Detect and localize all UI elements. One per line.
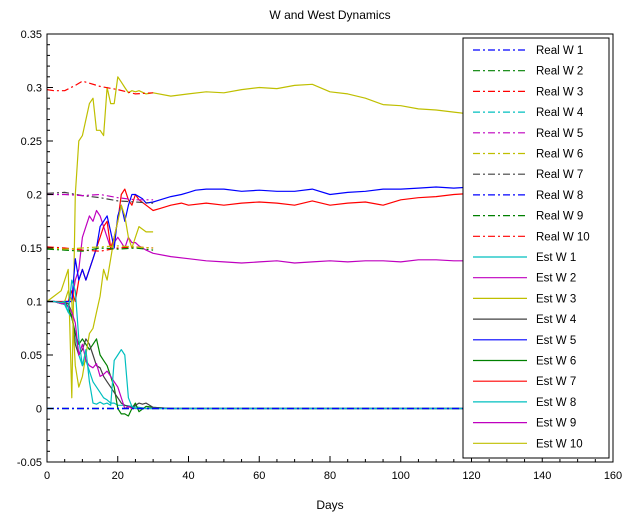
chart-title: W and West Dynamics [269,8,390,22]
x-tick-label: 60 [253,470,265,482]
series-line-est-w-2 [47,300,472,410]
y-tick-label: 0 [36,404,42,416]
legend-label: Est W 10 [536,438,583,450]
series-line-real-w-7 [46,191,154,204]
legend-label: Est W 3 [536,293,576,305]
y-tick-label: 0.1 [27,297,42,309]
legend-label: Est W 6 [536,356,576,368]
x-tick-label: 160 [604,470,622,482]
legend-label: Est W 5 [536,335,576,347]
legend-label: Real W 7 [536,169,583,181]
series-line-est-w-1 [47,279,472,410]
series-line-real-w-6 [46,245,154,250]
legend-label: Real W 2 [536,66,583,78]
legend-box [462,37,610,459]
x-axis-label: Days [316,498,343,512]
legend-label: Est W 9 [536,418,576,430]
series-line-est-w-6 [47,300,472,417]
series-line-est-w-4 [47,300,472,410]
legend-label: Real W 4 [536,107,584,119]
x-tick-label: 140 [533,470,551,482]
series-line-est-w-9 [47,209,472,304]
legend-label: Real W 9 [536,211,583,223]
plot-lines [46,76,472,417]
x-tick-label: 20 [112,470,124,482]
y-tick-label: -0.05 [17,457,42,469]
y-tick-label: 0.05 [21,350,42,362]
legend-label: Est W 7 [536,376,576,388]
legend-label: Est W 4 [536,314,577,326]
series-line-est-w-8 [47,300,472,410]
legend-label: Est W 1 [536,252,576,264]
legend-label: Real W 8 [536,190,583,202]
x-tick-label: 100 [392,470,410,482]
legend-label: Real W 3 [536,86,583,98]
legend-label: Real W 10 [536,231,590,243]
y-tick-label: 0.2 [27,190,42,202]
y-axis: -0.05 0 0.05 0.1 0.15 0.2 0.25 0.3 0.35 [17,29,53,469]
series-line-est-w-5 [47,186,472,304]
series-line-real-w-5 [47,193,154,201]
y-tick-label: 0.25 [21,136,42,148]
legend-label: Real W 5 [536,128,583,140]
series-line-real-w-3 [46,80,154,95]
legend-label: Real W 6 [536,149,583,161]
x-tick-label: 0 [44,470,50,482]
series-line-est-w-3 [47,204,154,388]
y-tick-label: 0.15 [21,243,42,255]
x-tick-label: 80 [324,470,336,482]
legend: Real W 1 Real W 2 Real W 3 Real W 4 Real W 5… [462,37,610,459]
legend-label: Est W 8 [536,397,576,409]
legend-label: Real W 1 [536,45,583,57]
x-tick-label: 120 [462,470,480,482]
series-line-est-w-7 [47,188,472,303]
legend-label: Est W 2 [536,273,576,285]
x-tick-label: 40 [182,470,194,482]
y-tick-label: 0.3 [27,83,42,95]
series-line-est-w-10 [46,76,472,399]
series-line-real-w-9 [46,247,154,252]
series-line-real-w-10 [46,246,154,252]
x-axis: 0 20 40 60 80 100 120 140 160 [44,456,622,482]
y-tick-label: 0.35 [21,29,42,41]
